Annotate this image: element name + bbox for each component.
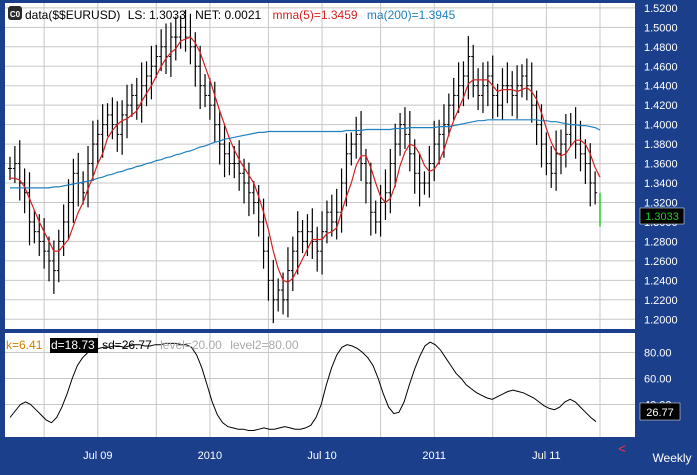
- legend-mma: mma(5)=1.3459: [273, 8, 358, 22]
- legend-k: k=6.41: [6, 338, 43, 352]
- price-legend: data($$EURUSD) LS: 1.3033 NET: 0.0021 mm…: [25, 8, 456, 22]
- price-y-tick: 1.4600: [644, 61, 678, 73]
- x-tick-label: 2010: [198, 450, 222, 462]
- legend-ma200: ma(200)=1.3945: [367, 8, 456, 22]
- current-price-value: 1.3033: [645, 211, 679, 223]
- chart-icon-label: C0: [10, 10, 21, 19]
- osc-plot-area: [5, 333, 635, 437]
- ma200-line: [10, 119, 601, 189]
- legend-d: d=18.73: [51, 338, 95, 352]
- legend-net: NET: 0.0021: [195, 8, 261, 22]
- mma5-line: [10, 36, 601, 283]
- osc-gridlines: [5, 333, 635, 437]
- price-y-tick: 1.3800: [644, 139, 678, 151]
- chart-icon[interactable]: [8, 6, 22, 20]
- price-y-tick: 1.3400: [644, 178, 678, 190]
- osc-y-tick: 60.00: [644, 374, 672, 386]
- timeframe-label[interactable]: Weekly: [652, 451, 691, 465]
- current-osc-value: 26.77: [646, 407, 674, 419]
- price-y-tick: 1.5000: [644, 22, 678, 34]
- price-y-tick: 1.3200: [644, 197, 678, 209]
- price-bars: [8, 9, 598, 324]
- legend-d-highlight: [50, 338, 98, 353]
- stochastic-line: [9, 341, 597, 431]
- current-osc-badge: [639, 402, 681, 421]
- osc-y-tick: 80.00: [644, 348, 672, 360]
- legend-level1: level=20.00: [160, 338, 222, 352]
- price-plot-area: [5, 3, 635, 329]
- price-panel: 1.5200 1.5000 1.4800 1.4600 1.4400 1.4200 1.40…: [5, 3, 685, 329]
- price-y-tick: 1.5200: [644, 3, 678, 15]
- price-y-tick: 1.2600: [644, 256, 678, 268]
- price-y-tick: 1.4800: [644, 42, 678, 54]
- x-tick-label: 2011: [422, 450, 446, 462]
- x-axis: Jul 09 2010 Jul 10 2011 Jul 11: [83, 450, 561, 462]
- legend-ls: LS: 1.3033: [128, 8, 186, 22]
- legend-level2: level2=80.00: [230, 338, 299, 352]
- x-tick-label: Jul 11: [532, 450, 561, 462]
- price-y-axis: 1.5200 1.5000 1.4800 1.4600 1.4400 1.4200 1.40…: [644, 3, 678, 326]
- osc-legend: k=6.41: [6, 338, 43, 352]
- price-y-tick: 1.4000: [644, 120, 678, 132]
- osc-legend-rest: d=18.73 sd=26.77 level=20.00 level2=80.0…: [51, 338, 299, 352]
- x-tick-label: Jul 10: [307, 450, 336, 462]
- x-tick-label: Jul 09: [83, 450, 112, 462]
- legend-sd: sd=26.77: [102, 338, 152, 352]
- price-y-tick: 1.2200: [644, 295, 678, 307]
- legend-symbol: data($$EURUSD): [25, 8, 120, 22]
- price-y-tick: 1.2800: [644, 236, 678, 248]
- price-y-tick: 1.2400: [644, 275, 678, 287]
- scroll-left-arrow[interactable]: <: [618, 441, 626, 456]
- price-y-tick: 1.4400: [644, 81, 678, 93]
- price-y-tick: 1.2000: [644, 314, 678, 326]
- price-y-tick: 1.4200: [644, 100, 678, 112]
- price-y-tick: 1.3600: [644, 159, 678, 171]
- current-price-badge: [639, 207, 685, 225]
